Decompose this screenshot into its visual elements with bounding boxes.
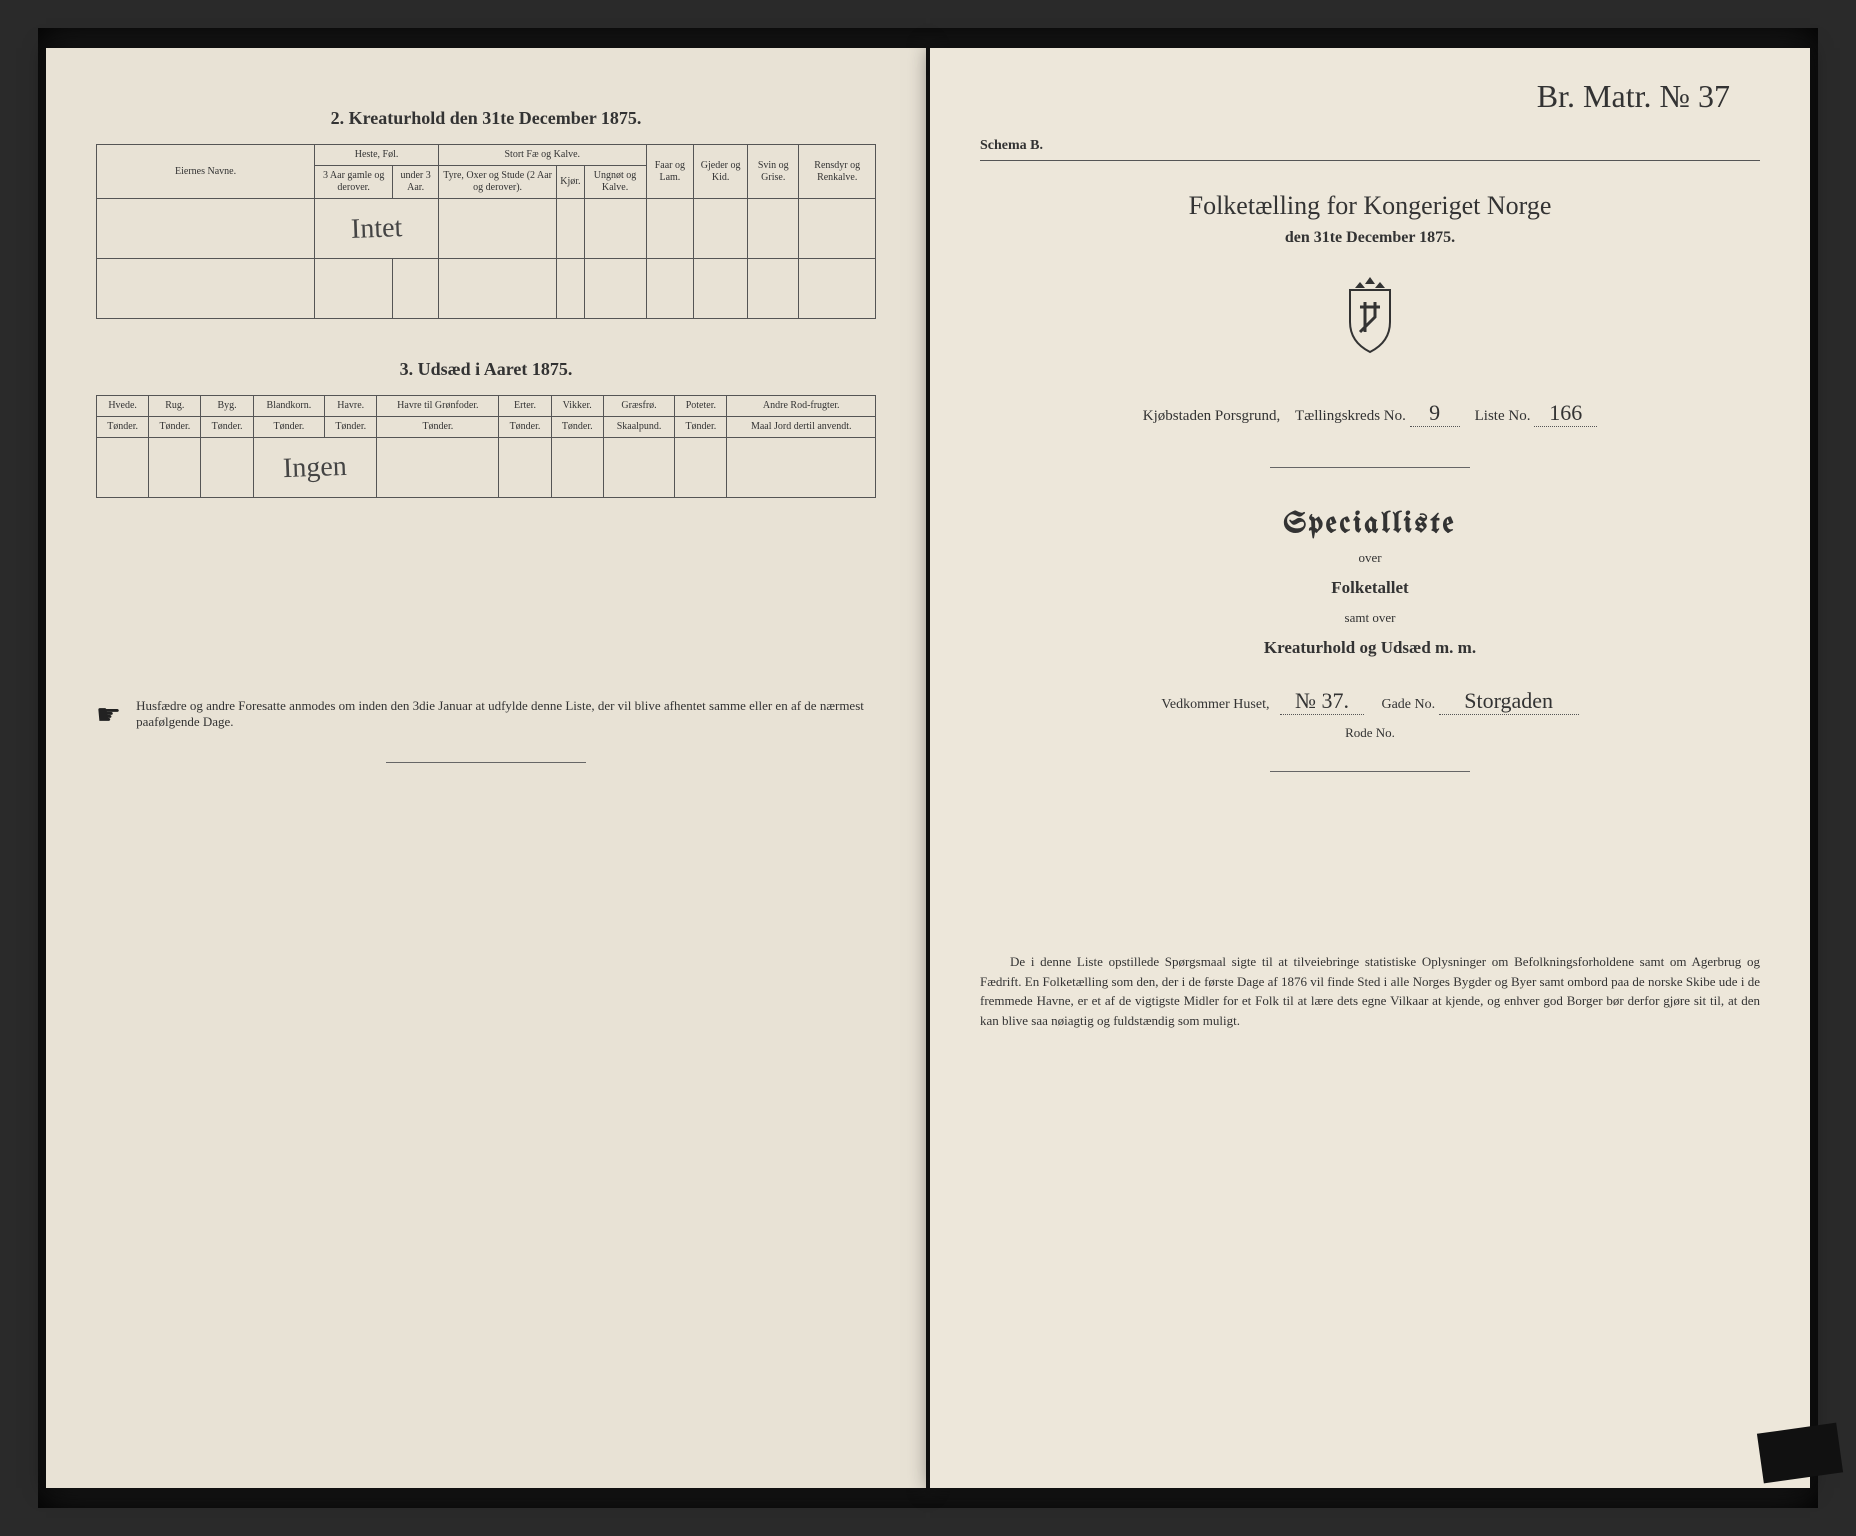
census-main-title: Folketælling for Kongeriget Norge (980, 191, 1760, 221)
right-page: Br. Matr. № 37 Schema B. Folketælling fo… (930, 48, 1810, 1488)
c7: Erter. (499, 396, 551, 417)
u7: Tønder. (499, 417, 551, 438)
footnote-text: Husfædre og andre Foresatte anmodes om i… (136, 698, 876, 730)
col-reindeer: Rensdyr og Renkalve. (799, 145, 876, 199)
pointing-hand-icon: ☛ (96, 698, 121, 732)
u6: Tønder. (377, 417, 499, 438)
liste-value: 166 (1534, 400, 1597, 427)
col-sheep: Faar og Lam. (646, 145, 694, 199)
col-horse-young: under 3 Aar. (393, 166, 439, 199)
group-cattle: Stort Fæ og Kalve. (438, 145, 646, 166)
bottom-paragraph: De i denne Liste opstillede Spørgsmaal s… (980, 952, 1760, 1030)
town-label: Kjøbstaden Porsgrund, (1143, 408, 1281, 424)
coat-of-arms-icon (980, 272, 1760, 375)
c4: Blandkorn. (253, 396, 324, 417)
gade-value: Storgaden (1439, 688, 1579, 715)
col-cattle-young: Ungnøt og Kalve. (584, 166, 646, 199)
col-horse-old: 3 Aar gamle og derover. (315, 166, 393, 199)
livestock-table: Eiernes Navne. Heste, Føl. Stort Fæ og K… (96, 144, 876, 319)
footnote-block: ☛ Husfædre og andre Foresatte anmodes om… (96, 698, 876, 732)
liste-label: Liste No. (1475, 408, 1531, 424)
census-date: den 31te December 1875. (980, 229, 1760, 247)
left-page: 2. Kreaturhold den 31te December 1875. E… (46, 48, 926, 1488)
group-horses: Heste, Føl. (315, 145, 439, 166)
handwritten-intet: Intet (350, 212, 402, 246)
u5: Tønder. (325, 417, 377, 438)
section3-title: 3. Udsæd i Aaret 1875. (96, 359, 876, 380)
col-cattle-cows: Kjør. (557, 166, 584, 199)
folketallet-label: Folketallet (980, 578, 1760, 598)
kreatur-label: Kreaturhold og Udsæd m. m. (980, 638, 1760, 658)
samt-label: samt over (980, 610, 1760, 626)
sowing-table: Hvede. Rug. Byg. Blandkorn. Havre. Havre… (96, 395, 876, 498)
u10: Tønder. (675, 417, 727, 438)
over-label: over (980, 550, 1760, 566)
c8: Vikker. (551, 396, 603, 417)
kreds-label: Tællingskreds No. (1295, 408, 1406, 424)
c3: Byg. (201, 396, 253, 417)
c10: Poteter. (675, 396, 727, 417)
c2: Rug. (149, 396, 201, 417)
c5: Havre. (325, 396, 377, 417)
thin-rule (980, 160, 1760, 161)
specialliste-heading: Specialliste (980, 508, 1760, 540)
vedk-label: Vedkommer Huset, (1161, 697, 1269, 712)
kreds-value: 9 (1410, 400, 1460, 427)
house-line: Vedkommer Huset, № 37. Gade No. Storgade… (980, 688, 1760, 715)
col-cattle-bulls: Tyre, Oxer og Stude (2 Aar og derover). (438, 166, 556, 199)
c1: Hvede. (97, 396, 149, 417)
u9: Skaalpund. (603, 417, 674, 438)
c6: Havre til Grønfoder. (377, 396, 499, 417)
u8: Tønder. (551, 417, 603, 438)
c9: Græsfrø. (603, 396, 674, 417)
u11: Maal Jord dertil anvendt. (727, 417, 876, 438)
u2: Tønder. (149, 417, 201, 438)
location-line: Kjøbstaden Porsgrund, Tællingskreds No. … (980, 400, 1760, 427)
col-goats: Gjeder og Kid. (694, 145, 748, 199)
lower-rule (1270, 771, 1470, 772)
gade-label: Gade No. (1381, 697, 1435, 712)
mid-rule (1270, 467, 1470, 468)
section2-title: 2. Kreaturhold den 31te December 1875. (96, 108, 876, 129)
handwritten-ingen: Ingen (283, 450, 348, 484)
rode-label: Rode No. (980, 725, 1760, 741)
col-owners: Eiernes Navne. (97, 145, 315, 199)
schema-label: Schema B. (980, 138, 1760, 154)
c11: Andre Rod-frugter. (727, 396, 876, 417)
u3: Tønder. (201, 417, 253, 438)
house-number: № 37. (1280, 688, 1364, 715)
divider-rule (386, 762, 586, 763)
u1: Tønder. (97, 417, 149, 438)
col-pigs: Svin og Grise. (748, 145, 799, 199)
top-handwritten-note: Br. Matr. № 37 (1537, 78, 1730, 115)
open-book: 2. Kreaturhold den 31te December 1875. E… (38, 28, 1818, 1508)
corner-tab (1757, 1423, 1843, 1484)
u4: Tønder. (253, 417, 324, 438)
